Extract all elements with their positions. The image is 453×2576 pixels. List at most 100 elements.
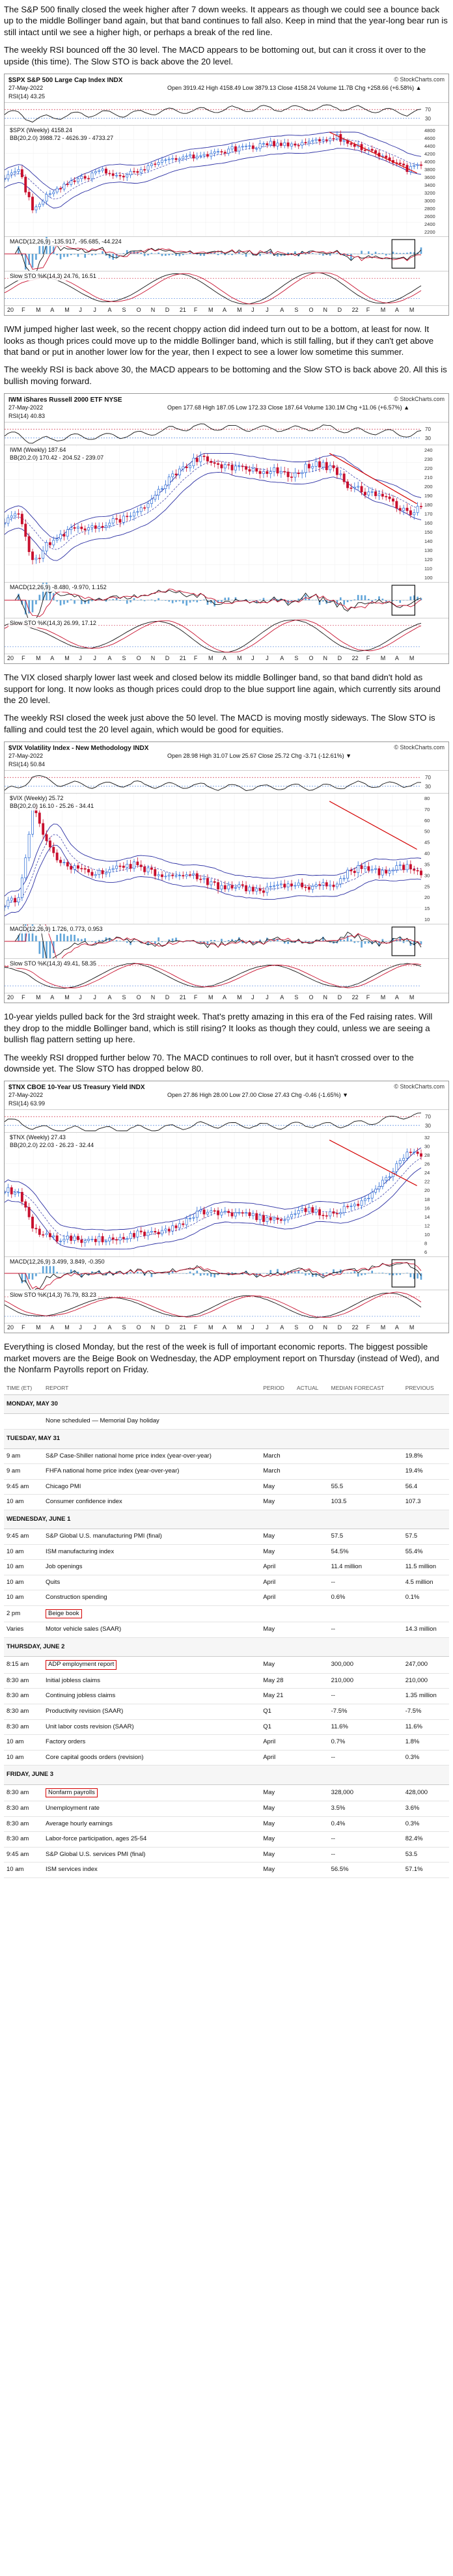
macd-histogram-bar bbox=[70, 1269, 72, 1274]
x-axis-label: D bbox=[337, 655, 342, 662]
macd-histogram-bar bbox=[31, 600, 34, 613]
candle-body bbox=[230, 465, 234, 471]
candle-body bbox=[335, 1213, 338, 1215]
candle-body bbox=[34, 1228, 38, 1230]
candle-body bbox=[335, 467, 338, 475]
sto-panel: Slow STO %K(14,3) 24.76, 16.51 bbox=[5, 271, 448, 307]
macd-histogram-bar bbox=[266, 1273, 268, 1275]
candle-body bbox=[195, 156, 199, 159]
calendar-report-row: 10 am Consumer confidence index May 103.5 10… bbox=[4, 1494, 449, 1510]
macd-histogram-bar bbox=[329, 941, 331, 943]
x-axis-label: N bbox=[323, 1324, 328, 1331]
x-axis-label: A bbox=[394, 307, 399, 314]
candle-body bbox=[405, 864, 409, 870]
price-tick: 2200 bbox=[424, 229, 435, 235]
candle-body bbox=[202, 878, 206, 880]
price-tick: 18 bbox=[424, 1197, 430, 1202]
x-axis-label: M bbox=[64, 994, 70, 1001]
candle-body bbox=[17, 897, 20, 903]
x-axis-label: O bbox=[136, 1324, 141, 1331]
candle-body bbox=[279, 1219, 282, 1221]
x-axis-label: A bbox=[50, 655, 55, 662]
macd-histogram-bar bbox=[171, 1271, 174, 1274]
macd-line bbox=[5, 590, 422, 618]
report-time: 8:30 am bbox=[4, 1688, 44, 1705]
highlighted-report-name: Nonfarm payrolls bbox=[46, 1788, 98, 1798]
candle-body bbox=[357, 1204, 360, 1206]
candle-body bbox=[262, 891, 265, 893]
macd-histogram-bar bbox=[74, 600, 76, 604]
report-period: May bbox=[260, 1494, 294, 1510]
report-period: May bbox=[260, 1656, 294, 1674]
candle-body bbox=[294, 885, 297, 887]
candle-body bbox=[45, 194, 48, 202]
macd-histogram-bar bbox=[406, 940, 408, 942]
candle-body bbox=[213, 881, 216, 883]
x-axis-label: O bbox=[309, 655, 314, 662]
macd-histogram-bar bbox=[189, 600, 191, 603]
candle-body bbox=[273, 467, 276, 473]
macd-histogram-bar bbox=[343, 940, 345, 942]
candle-body bbox=[105, 872, 107, 875]
report-previous: 210,000 bbox=[402, 1673, 449, 1689]
candle-body bbox=[101, 526, 104, 528]
macd-histogram-bar bbox=[24, 254, 27, 270]
macd-histogram-bar bbox=[150, 253, 153, 255]
candle-body bbox=[80, 527, 83, 529]
candle-body bbox=[90, 173, 94, 180]
candle-body bbox=[276, 1218, 279, 1221]
macd-histogram-bar bbox=[413, 941, 415, 946]
candle-body bbox=[409, 166, 412, 173]
macd-histogram-bar bbox=[378, 1273, 380, 1274]
report-period: May 28 bbox=[260, 1673, 294, 1689]
macd-histogram-bar bbox=[165, 941, 167, 942]
report-period: April bbox=[260, 1559, 294, 1575]
report-period: May bbox=[260, 1847, 294, 1863]
macd-histogram-bar bbox=[189, 1271, 191, 1274]
candle-body bbox=[27, 1207, 31, 1218]
report-time: 10 am bbox=[4, 1750, 44, 1766]
candle-body bbox=[122, 516, 125, 523]
candle-body bbox=[5, 178, 6, 180]
macd-histogram-bar bbox=[182, 254, 184, 256]
report-name: S&P Global U.S. manufacturing PMI (final… bbox=[46, 1532, 162, 1540]
macd-histogram-bar bbox=[154, 253, 156, 255]
report-period: May bbox=[260, 1529, 294, 1545]
macd-histogram-bar bbox=[361, 1273, 363, 1276]
macd-histogram-bar bbox=[140, 253, 143, 255]
macd-histogram-bar bbox=[374, 1273, 377, 1274]
macd-histogram-bar bbox=[182, 941, 184, 942]
macd-histogram-bar bbox=[28, 254, 30, 266]
macd-histogram-bar bbox=[396, 1273, 398, 1276]
candle-body bbox=[335, 883, 338, 887]
macd-histogram-bar bbox=[318, 254, 321, 255]
candle-body bbox=[357, 865, 360, 874]
stockcharts-credit: © StockCharts.com bbox=[394, 744, 445, 751]
macd-histogram-bar bbox=[389, 941, 391, 942]
calendar-column-header: REPORT bbox=[43, 1381, 261, 1395]
candle-body bbox=[213, 1210, 216, 1212]
rsi-tick: 70 bbox=[425, 775, 431, 781]
report-forecast: 11.4 million bbox=[328, 1559, 403, 1575]
report-time: 8:30 am bbox=[4, 1801, 44, 1817]
candle-body bbox=[31, 1217, 34, 1229]
candle-body bbox=[111, 173, 115, 176]
macd-histogram-bar bbox=[206, 941, 209, 946]
candle-body bbox=[392, 1171, 394, 1178]
report-time: 8:30 am bbox=[4, 1673, 44, 1689]
candle-body bbox=[286, 883, 290, 888]
x-axis-label: A bbox=[107, 994, 112, 1001]
candle-body bbox=[220, 464, 223, 469]
macd-histogram-bar bbox=[206, 600, 209, 605]
candle-body bbox=[210, 1210, 213, 1213]
macd-histogram-bar bbox=[213, 1273, 215, 1278]
candle-body bbox=[255, 468, 258, 472]
macd-histogram-bar bbox=[364, 1273, 366, 1275]
candle-body bbox=[195, 873, 199, 879]
price-tick: 35 bbox=[424, 862, 430, 868]
report-forecast: 328,000 bbox=[328, 1784, 403, 1802]
candle-body bbox=[118, 1237, 122, 1241]
macd-histogram-bar bbox=[277, 939, 279, 942]
report-name-cell: Motor vehicle sales (SAAR) bbox=[43, 1622, 261, 1638]
chart-ohlc: Open 27.86 High 28.00 Low 27.00 Close 27… bbox=[167, 1092, 349, 1099]
